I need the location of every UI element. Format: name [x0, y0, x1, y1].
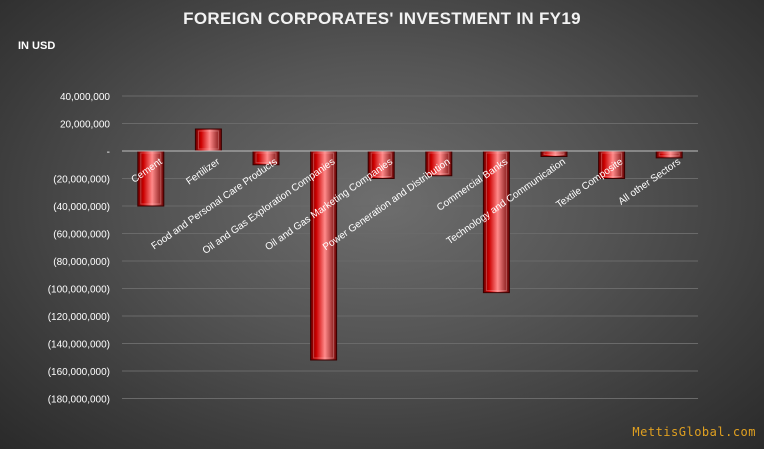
bar-body	[194, 128, 222, 152]
bar	[655, 150, 683, 159]
bar-bevel	[370, 152, 392, 177]
bar	[310, 150, 338, 361]
bar-bevel	[140, 152, 162, 205]
bar-body	[425, 150, 453, 177]
y-tick-label: (40,000,000)	[53, 202, 110, 213]
x-category-label: All other Sectors	[617, 156, 683, 207]
y-tick-label: 20,000,000	[60, 120, 110, 131]
bar-body	[367, 150, 395, 179]
bar-bevel	[197, 130, 219, 150]
bar-body	[310, 150, 338, 361]
bar	[482, 150, 510, 294]
y-tick-label: (160,000,000)	[48, 367, 110, 378]
bar-bevel	[428, 152, 450, 175]
bar	[425, 150, 453, 177]
bar	[194, 128, 222, 152]
y-tick-label: (20,000,000)	[53, 175, 110, 186]
y-tick-label: (60,000,000)	[53, 230, 110, 241]
y-tick-label: (120,000,000)	[48, 312, 110, 323]
y-tick-label: (140,000,000)	[48, 340, 110, 351]
bar-bevel	[543, 152, 565, 155]
bar	[367, 150, 395, 179]
bar-bevel	[313, 152, 335, 359]
watermark-logo: MettisGlobal.com	[632, 425, 756, 439]
y-tick-label: -	[107, 147, 110, 158]
bar-bevel	[658, 152, 680, 157]
bar-bevel	[601, 152, 623, 177]
gridlines	[122, 95, 698, 399]
y-tick-label: 40,000,000	[60, 92, 110, 103]
y-axis-ticks: 40,000,000 20,000,000 - (20,000,000) (40,000…	[48, 92, 111, 406]
bar-bevel	[485, 152, 507, 292]
bar-body	[655, 150, 683, 159]
chart-title: FOREIGN CORPORATES' INVESTMENT IN FY19	[183, 9, 581, 28]
y-tick-label: (180,000,000)	[48, 395, 110, 406]
bar-bevel	[255, 152, 277, 164]
bar-body	[540, 150, 568, 157]
x-category-label: Fertilizer	[184, 156, 222, 187]
y-tick-label: (100,000,000)	[48, 285, 110, 296]
y-axis-unit-label: IN USD	[18, 40, 56, 52]
bar	[598, 150, 626, 179]
bar	[540, 150, 568, 157]
y-tick-label: (80,000,000)	[53, 257, 110, 268]
